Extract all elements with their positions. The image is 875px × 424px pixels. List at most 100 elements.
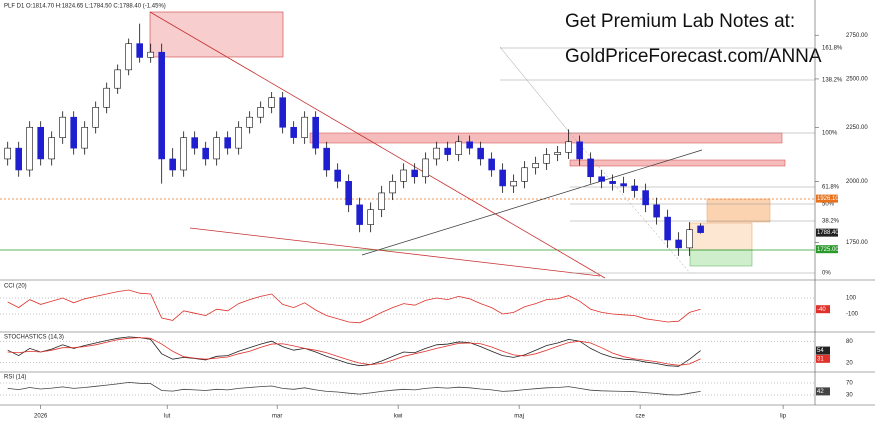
header: PLF D1 O:1814.70 H:1824.65 L:1784.50 C:1… [4,4,166,10]
x-tick-label: lip [780,414,787,420]
fib-label: 138.2% [822,78,843,84]
candle-body [224,137,231,149]
resistance-zone [149,11,284,58]
y-tick-label: 30 [846,393,853,399]
fib-label: 38.2% [822,219,840,225]
indicator-line [7,289,701,324]
price-tag-label: 1725.00 [817,247,839,253]
candle-body [389,181,396,194]
candle-body [521,167,528,182]
candle-body [301,116,308,138]
fib-label: 161.8% [822,46,843,52]
candle-body [697,225,704,233]
fib-label: 50% [822,202,835,208]
candle-body [543,154,550,164]
candle-body [92,107,99,128]
x-tick-label: kwi [394,414,403,420]
y-tick-label: 1750.00 [846,240,868,246]
candle-body [4,147,11,160]
candle-body [70,116,77,149]
candle-body [334,169,341,182]
trend-line [189,227,601,277]
candle-body [257,107,264,118]
candle-body [158,51,165,160]
frame [0,0,875,406]
candle-body [433,147,440,160]
value-tag [816,305,830,314]
candle-body [213,137,220,160]
candle-body [400,169,407,182]
candle-body [103,87,110,108]
candle-body [620,183,627,187]
candle-body [510,181,517,187]
candle-body [279,97,286,128]
indicator-line [7,381,701,396]
price-tag-label: 1926.10 [817,196,839,202]
x-tick-label: lut [164,414,171,420]
x-tick-label: cze [635,414,645,420]
target-zone [706,198,771,223]
candle-body [455,141,462,155]
candle-body [290,126,297,138]
candle-body [598,176,605,182]
candle-body [136,43,143,58]
y-tick-label: 2500.00 [846,77,868,83]
value-tag-label: -40 [817,307,826,313]
candle-body [378,192,385,211]
candle-body [642,190,649,206]
candle-body [686,229,693,249]
x-tick-label: mar [272,414,282,420]
candle-body [235,126,242,149]
y-tick-label: 2750.00 [846,33,868,39]
candle-body [37,126,44,160]
candle-body [488,158,495,171]
candle-body [125,43,132,71]
y-tick-label: 2250.00 [846,125,868,131]
candle-body [81,126,88,149]
y-tick-label: 20 [846,360,853,366]
banner: Get Premium Lab Notes at: [565,11,795,32]
candle-body [48,137,55,160]
value-tag-label: 31 [817,356,824,362]
candle-body [675,239,682,249]
candle-body [367,209,374,225]
y-tick-label: 100 [846,296,857,302]
fib-label: 61.8% [822,185,840,191]
resistance-zone [569,159,786,167]
candle-body [26,126,33,171]
candle-body [147,51,154,58]
candle-body [356,204,363,225]
candle-body [664,216,671,241]
candle-body [422,158,429,178]
support-zone [689,249,753,267]
candle-body [246,116,253,128]
value-tag-label: 42 [817,389,824,395]
panel-title: STOCHASTICS (14,3) [4,335,64,341]
candle-body [532,163,539,169]
candle-body [653,204,660,218]
candle-body [59,116,66,138]
candle-body [323,147,330,171]
candle-body [191,137,198,149]
y-tick-label: 70 [846,381,853,387]
x-tick-label: 2026 [34,414,48,420]
panel-title: CCI (20) [4,284,27,290]
candle-body [180,137,187,171]
candle-body [565,141,572,153]
candle-body [466,141,473,149]
fib-label: 0% [822,271,831,277]
value-tag [816,346,830,355]
candle-body [312,116,319,149]
value-tag [816,387,830,396]
candle-body [631,185,638,191]
candle-body [268,97,275,108]
fib-anchor [499,46,571,134]
fib-anchor [569,132,691,274]
price-tag-label: 1788.40 [817,230,839,236]
candle-body [15,147,22,171]
indicator-line [7,337,701,366]
candle-body [411,169,418,178]
banner: GoldPriceForecast.com/ANNA [565,46,822,67]
candle-body [554,152,561,155]
